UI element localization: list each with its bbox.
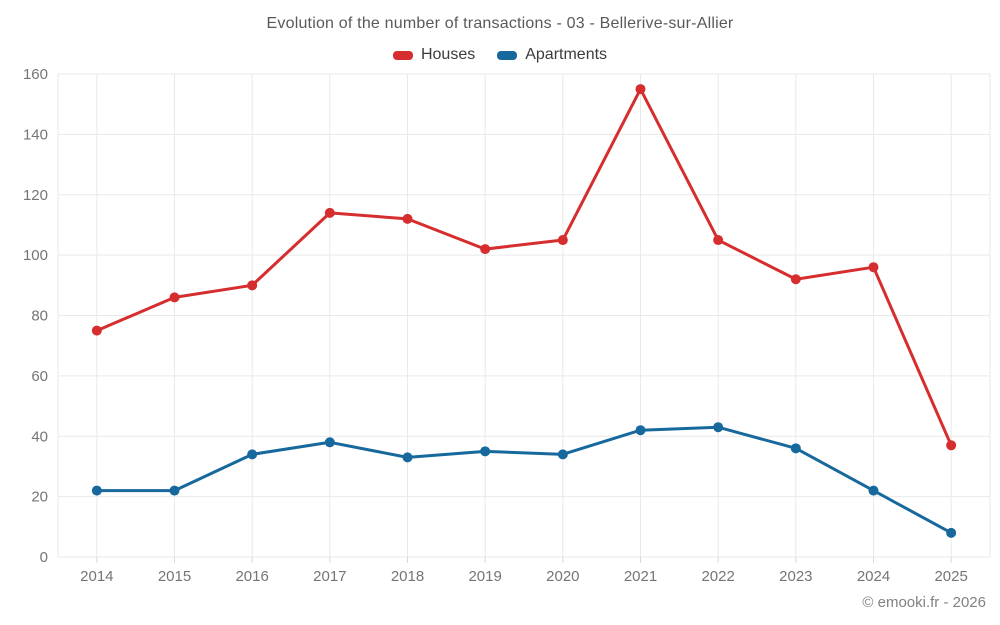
x-axis-tick-label: 2018 [391,568,424,585]
legend-item-apartments[interactable]: Apartments [497,46,607,64]
x-axis-tick-label: 2025 [934,568,967,585]
houses-point [91,325,102,336]
legend-item-houses[interactable]: Houses [392,46,476,64]
y-axis-tick-label: 60 [31,368,48,385]
x-axis-tick-label: 2015 [158,568,191,585]
y-axis-tick-label: 80 [31,308,48,325]
houses-point [402,213,413,224]
apartments-point [790,443,801,454]
x-axis-tick-label: 2021 [624,568,657,585]
houses-line [95,87,953,447]
chart-legend: Houses Apartments [0,46,1000,64]
apartments-point [324,437,335,448]
x-axis-tick-label: 2020 [546,568,579,585]
houses-legend-label: Houses [420,46,476,63]
y-axis-tick-label: 120 [23,187,48,204]
houses-point [946,440,957,451]
houses-point [480,244,491,255]
y-axis-tick-label: 0 [40,549,48,566]
x-axis-tick-label: 2019 [468,568,501,585]
houses-point [790,274,801,285]
chart-title: Evolution of the number of transactions … [266,15,734,32]
apartments-line [95,425,953,535]
y-axis-tick-label: 100 [23,247,48,264]
houses-point [713,235,724,246]
apartments-legend-label: Apartments [525,46,608,63]
copyright-text: © emooki.fr - 2026 [862,594,986,611]
y-axis-tick-label: 140 [23,126,48,143]
houses-point [635,84,646,95]
apartments-point [480,446,491,457]
apartments-point [169,485,180,496]
apartments-point [557,449,568,460]
houses-point [868,262,879,273]
apartments-point [868,485,879,496]
apartments-point [635,425,646,436]
houses-point [557,235,568,246]
apartments-point [946,527,957,538]
apartments-point [91,485,102,496]
houses-point [247,280,258,291]
apartments-point [247,449,258,460]
houses-point [324,207,335,218]
x-axis-tick-label: 2014 [80,568,113,585]
y-axis-tick-label: 40 [31,428,48,445]
x-axis-tick-label: 2023 [779,568,812,585]
apartments-point [402,452,413,463]
houses-legend-swatch [392,50,413,60]
x-axis-tick-label: 2016 [235,568,268,585]
apartments-point [713,422,724,433]
x-axis-tick-label: 2017 [313,568,346,585]
y-axis-tick-label: 20 [31,489,48,506]
x-axis-tick-label: 2022 [701,568,734,585]
houses-point [169,292,180,303]
x-axis-tick-label: 2024 [857,568,890,585]
apartments-legend-swatch [497,50,518,60]
y-axis-tick-label: 160 [23,66,48,83]
